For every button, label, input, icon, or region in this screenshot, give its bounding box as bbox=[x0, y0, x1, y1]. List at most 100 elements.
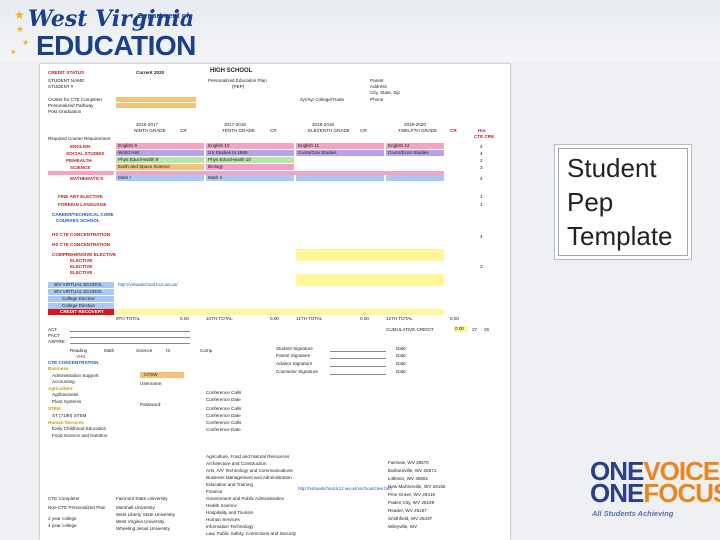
math-10-cell[interactable]: Math II bbox=[206, 175, 294, 181]
agriculture-heading: Agriculture bbox=[48, 386, 73, 391]
accounting: Accounting bbox=[52, 379, 75, 384]
cr-total: 3 bbox=[480, 165, 483, 170]
college-elective-row-1[interactable]: College Elective bbox=[48, 296, 114, 302]
college-elective-row-2[interactable]: College Elective bbox=[48, 303, 114, 309]
pep-document: CREDIT STATUS Current 2020 HIGH SCHOOL S… bbox=[40, 64, 510, 540]
cluster-item: Health Science bbox=[206, 503, 237, 508]
conference-date: Conference Date bbox=[206, 397, 241, 402]
cfsw-box: CFSW bbox=[140, 372, 184, 378]
pe-9-cell[interactable]: Phys Educ/Health 9 bbox=[116, 157, 204, 163]
social-9-cell[interactable]: World Hist bbox=[116, 150, 204, 156]
comp-header: Comp bbox=[200, 348, 213, 353]
wv-virtual-row-1[interactable]: WV VIRTUAL SCHOOL bbox=[48, 282, 114, 288]
subject-social-studies: SOCIAL STUDIES bbox=[66, 151, 105, 156]
brand-line-1: ONEVOICE bbox=[590, 456, 720, 486]
high-school-title: HIGH SCHOOL bbox=[210, 68, 253, 74]
english-11-cell[interactable]: English 11 bbox=[296, 143, 384, 149]
sig-line[interactable] bbox=[330, 374, 386, 375]
virtual-school-link[interactable]: http://virtualschool.k12.wv.us/ bbox=[118, 282, 178, 287]
sig-line[interactable] bbox=[330, 358, 386, 359]
sig-line[interactable] bbox=[330, 366, 386, 367]
eleventh-total: 11TH TOTAL bbox=[296, 316, 323, 321]
student-number-label: STUDENT # bbox=[48, 84, 74, 89]
science-10-cell[interactable]: Biology bbox=[206, 164, 294, 170]
cluster-field[interactable] bbox=[116, 97, 196, 102]
username-label: Username: bbox=[140, 381, 163, 386]
twelfth-total: 12TH TOTAL bbox=[386, 316, 413, 321]
comprehensive-elective-label: COMPREHENSIVE ELECTIVE bbox=[52, 252, 117, 257]
city-item: Pine Grove, WV 26419 bbox=[388, 492, 435, 497]
human-services-heading: Human Services bbox=[48, 420, 84, 425]
math-12-cell[interactable] bbox=[386, 175, 444, 181]
english-12-cell[interactable]: English 12 bbox=[386, 143, 444, 149]
science-9-cell[interactable]: Earth and Space Science bbox=[116, 164, 204, 170]
cluster-item: Architecture and Construction bbox=[206, 461, 267, 466]
date-label: Date: bbox=[396, 361, 407, 366]
sig-line[interactable] bbox=[330, 351, 386, 352]
cell-text: Civics/Gov Studies bbox=[298, 150, 337, 155]
cell-text: English 11 bbox=[298, 143, 320, 148]
city-item: Littleton, WV 26581 bbox=[388, 476, 429, 481]
counselor-signature: Counselor Signature bbox=[276, 369, 318, 374]
parent-signature: Parent Signature bbox=[276, 353, 311, 358]
school-label: 4 year college bbox=[48, 523, 77, 528]
cr-total: 4 bbox=[480, 144, 483, 149]
brand-one: ONE bbox=[590, 456, 644, 486]
english-10-cell[interactable]: English 10 bbox=[206, 143, 294, 149]
cluster-label: Cluster for CTE Completer bbox=[48, 97, 103, 102]
cluster-item: Information Technology bbox=[206, 524, 254, 529]
grade-9: NINTH GRADE bbox=[134, 128, 166, 133]
advisor-signature: Advisor Signature bbox=[276, 361, 313, 366]
total-value: 0.00 bbox=[270, 316, 279, 321]
conference-date: Conference Date bbox=[206, 413, 241, 418]
cr-total: 1 bbox=[480, 194, 483, 199]
logo-state-name: West Virginia bbox=[28, 6, 195, 32]
aspire-label: ASPIRE bbox=[48, 339, 65, 344]
cell-text: English 10 bbox=[208, 143, 230, 148]
social-11-cell[interactable]: Civics/Gov Studies bbox=[296, 150, 384, 156]
header-band: ★ ★ ★ ★ West Virginia Department of EDUC… bbox=[0, 0, 720, 62]
credit-recovery-row[interactable]: CREDIT RECOVERY bbox=[48, 309, 114, 315]
city-item: Barbourville, WV 26571 bbox=[388, 468, 437, 473]
school-item: Wheeling Jesuit University bbox=[116, 526, 170, 531]
elective-highlight[interactable] bbox=[296, 249, 444, 261]
year-4: 2019-2020 bbox=[404, 122, 426, 127]
cte-link[interactable]: http://virtualschool.k12.wv.us/vschool/c… bbox=[298, 486, 392, 491]
social-10-cell[interactable]: US Studies to 1865 bbox=[206, 150, 294, 156]
elective-2: ELECTIVE bbox=[70, 264, 93, 269]
cell-text: Earth and Space Science bbox=[118, 164, 170, 169]
elective-1: ELECTIVE bbox=[70, 258, 93, 263]
cluster-item: Finance bbox=[206, 489, 223, 494]
conference-date: Conference Date bbox=[206, 427, 241, 432]
brand-voice: VOICE bbox=[643, 456, 720, 486]
wv-virtual-row-2[interactable]: WV VIRTUAL SCHOOL bbox=[48, 289, 114, 295]
row-divider bbox=[116, 171, 444, 175]
title-callout: Student Pep Template bbox=[558, 148, 688, 256]
pact-label: PACT bbox=[48, 333, 60, 338]
cte-concentration-heading: CTE CONCENTRATION bbox=[48, 360, 99, 365]
school-label: Non-CTE Personalized Plan bbox=[48, 505, 106, 510]
pathway-field[interactable] bbox=[116, 103, 196, 108]
total-value: 0.00 bbox=[360, 316, 369, 321]
math-header: Math bbox=[104, 348, 115, 353]
year-1: 2016-2017 bbox=[136, 122, 158, 127]
math-9-cell[interactable]: Math I bbox=[116, 175, 204, 181]
english-9-cell[interactable]: English 9 bbox=[116, 143, 204, 149]
parent-label: Parent bbox=[370, 78, 384, 83]
grade-11: ELEVENTH GRADE bbox=[308, 128, 350, 133]
school-label: 2 year college bbox=[48, 516, 77, 521]
date-label: Date: bbox=[396, 346, 407, 351]
pe-10-cell[interactable]: Phys Educ/Health 10 bbox=[206, 157, 294, 163]
social-12-cell[interactable]: Civics/Econ Studies bbox=[386, 150, 444, 156]
cluster-item: Hospitality and Tourism bbox=[206, 510, 254, 515]
cluster-item: Education and Training bbox=[206, 482, 253, 487]
elective-highlight[interactable] bbox=[296, 274, 444, 286]
student-signature: Student Signature bbox=[276, 346, 313, 351]
city-item: Fairview, WV 26570 bbox=[388, 460, 429, 465]
cell-text: CREDIT RECOVERY bbox=[60, 309, 104, 314]
math-11-cell[interactable] bbox=[296, 175, 384, 181]
required-note: Required Course Requirement bbox=[48, 136, 111, 141]
post-grad-label: Post Graduation bbox=[48, 109, 82, 114]
cluster-item: Human Services bbox=[206, 517, 240, 522]
city-item: New Martinsville, WV 26155 bbox=[388, 484, 446, 489]
